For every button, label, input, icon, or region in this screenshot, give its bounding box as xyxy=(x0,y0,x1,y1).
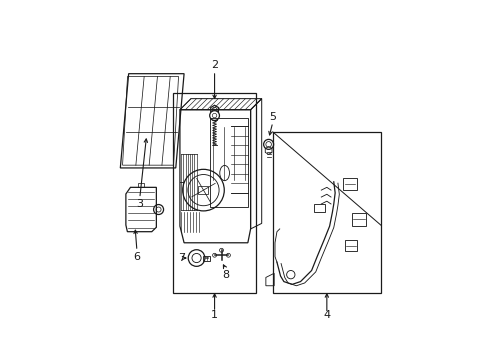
Bar xyxy=(351,213,366,226)
Text: 6: 6 xyxy=(133,252,140,262)
Circle shape xyxy=(209,111,219,121)
Bar xyxy=(173,93,256,293)
Bar xyxy=(198,186,208,194)
Text: 5: 5 xyxy=(269,112,276,122)
Text: 4: 4 xyxy=(323,310,330,320)
Bar xyxy=(314,204,325,212)
Bar xyxy=(343,179,356,190)
Bar xyxy=(210,118,247,207)
Bar xyxy=(344,240,357,251)
Text: 3: 3 xyxy=(136,199,143,209)
Bar xyxy=(138,183,143,187)
Text: 2: 2 xyxy=(211,60,218,70)
Text: 8: 8 xyxy=(222,270,229,280)
Text: 1: 1 xyxy=(211,310,218,320)
Text: 7: 7 xyxy=(177,253,184,263)
Bar xyxy=(272,132,380,293)
Polygon shape xyxy=(210,105,218,114)
